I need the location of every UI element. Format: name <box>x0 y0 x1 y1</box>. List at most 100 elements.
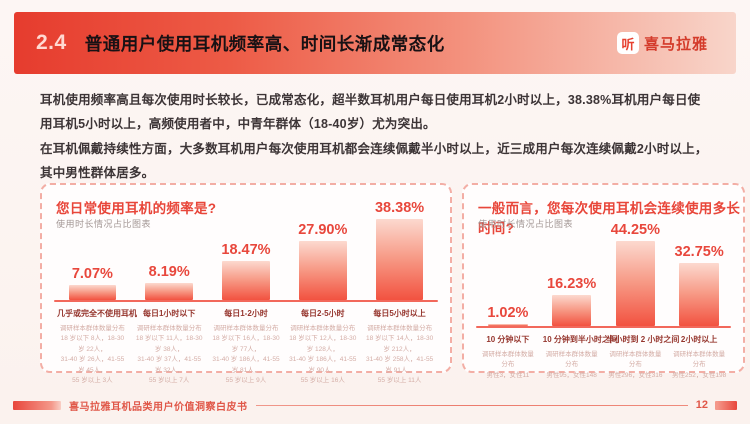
bar-label-column: 几乎或完全不使用耳机 调研样本群体数量分布 18 岁以下 8人，18-30 岁 22… <box>54 302 137 386</box>
category-label: 10 分钟到半小时之间 <box>542 335 618 344</box>
bar-value-label: 7.07% <box>71 266 113 283</box>
category-label: 每日5小时以上 <box>373 309 426 318</box>
bar-column: 8.19% <box>131 264 208 300</box>
bar <box>375 219 424 300</box>
chart-subtitle: 使用时长情况占比图表 <box>56 219 152 229</box>
bar-label-column: 每日1-2小时调研样本群体数量分布 18 岁以下 16人，18-30 岁 77人，… <box>208 302 285 386</box>
page-title: 普通用户使用耳机频率高、时间长渐成常态化 <box>84 33 445 54</box>
sample-note-header: 调研样本群体数量分布 <box>609 351 662 369</box>
bar-column: 1.02% <box>476 305 540 326</box>
bar-label-column: 10 分钟到半小时之间 调研样本群体数量分布 男性95，女性148 <box>540 328 618 381</box>
chart-panel-continuous-use: 1.02% 16.23% 44.25% 32.75% 10 分钟以下调研样本群体数量分… <box>462 183 745 379</box>
header-band: 2.4 普通用户使用耳机频率高、时间长渐成常态化 听 喜马拉雅 <box>14 12 736 74</box>
sample-note-header: 调研样本群体数量分布 <box>59 325 125 332</box>
category-label: 10 分钟以下 <box>486 335 530 344</box>
bar-column: 18.47% <box>208 242 285 300</box>
sample-note-line: 55 岁以上 9人 <box>225 376 267 384</box>
bar-label-column: 2小时以上调研样本群体数量分布男性252，女性198 <box>667 328 731 381</box>
bar-value-label: 1.02% <box>487 305 529 321</box>
sample-note-line: 男性95，女性148 <box>546 371 597 379</box>
sample-note-line: 18 岁以下 16人，18-30 岁 77人， <box>212 335 280 353</box>
sample-note-line: 55 岁以上 11人 <box>377 376 422 384</box>
category-label: 半小时到 2 小时之间 <box>606 335 680 344</box>
bar-column: 7.07% <box>54 266 131 300</box>
bar <box>615 241 656 326</box>
bar-label-column: 每日5小时以上 调研样本群体数量分布 18 岁以下 14人，18-30 岁 212人… <box>361 302 438 386</box>
brand-logo: 听 喜马拉雅 <box>616 12 708 74</box>
bar-column: 27.90% <box>284 222 361 300</box>
bar-label-column: 每日2-5小时调研样本群体数量分布 18 岁以下 12人，18-30 岁 128人… <box>284 302 361 386</box>
chart-panel-usage-frequency: 7.07% 8.19% 18.47% 27.90% 38.38% 几乎或完全不使用耳机调… <box>40 183 452 384</box>
bar-value-label: 32.75% <box>674 244 724 261</box>
bar-value-label: 44.25% <box>610 222 660 239</box>
listen-icon: 听 <box>616 32 639 54</box>
sample-note-header: 调研样本群体数量分布 <box>673 351 726 369</box>
bar-column: 44.25% <box>604 222 668 326</box>
sample-note-line: 男性252，女性198 <box>672 371 727 379</box>
bar <box>298 241 347 300</box>
section-number: 2.4 <box>36 31 67 54</box>
sample-note-header: 调研样本群体数量分布 <box>290 325 356 332</box>
sample-note-line: 31-40 岁 37人，41-55 岁 32人， <box>137 356 201 374</box>
bar-value-label: 38.38% <box>374 200 425 217</box>
bar <box>679 263 719 326</box>
chart-title: 您日常使用耳机的频率是? <box>56 201 217 216</box>
bar-column: 16.23% <box>540 276 604 326</box>
category-label: 每日1小时以下 <box>142 309 196 318</box>
labels-row: 10 分钟以下 调研样本群体数量分布 男性3，女性11 10 分钟到半小时之间 调研样本… <box>476 328 731 381</box>
brand-name: 喜马拉雅 <box>643 35 708 53</box>
chart-title: 一般而言，您每次使用耳机会连续使用多长时间? <box>478 201 741 236</box>
sample-note-line: 18 岁以下 14人，18-30 岁 212人， <box>365 335 434 353</box>
sample-note-line: 31-40 岁 186人，41-55 岁 90人， <box>289 356 357 374</box>
footer-accent-bar-left <box>13 400 61 410</box>
sample-note-line: 男性3，女性11 <box>486 371 530 379</box>
bar-value-label: 16.23% <box>547 275 597 292</box>
bar <box>488 324 528 326</box>
sample-note-line: 55 岁以上 3人 <box>72 376 113 384</box>
sample-note-line: 55 岁以上 7人 <box>148 376 190 384</box>
sample-note-header: 调研样本群体数量分布 <box>481 351 534 369</box>
bar-label-column: 10 分钟以下调研样本群体数量分布男性3，女性11 <box>476 328 540 381</box>
sample-note-line: 18 岁以下 12人，18-30 岁 128人， <box>289 335 357 353</box>
category-label: 几乎或完全不使用耳机 <box>57 309 137 318</box>
x-axis-line <box>476 326 731 328</box>
sample-note-line: 31-40 岁 258人，41-55 岁 91人， <box>365 356 434 374</box>
sample-note-line: 31-40 岁 186人，41-55 岁 81人， <box>212 356 280 374</box>
bar-chart-continuous-use: 1.02% 16.23% 44.25% 32.75% 10 分钟以下调研样本群体数量分… <box>476 222 731 381</box>
chart-subtitle: 使用时长情况占比图表 <box>478 219 574 229</box>
footer: 喜马拉雅耳机品类用户价值洞察白皮书 12 <box>0 398 750 413</box>
sample-note-header: 调研样本群体数量分布 <box>213 325 279 332</box>
bar-value-label: 8.19% <box>148 263 190 280</box>
bars-row: 7.07% 8.19% 18.47% 27.90% 38.38% <box>54 197 438 300</box>
bars-row: 1.02% 16.23% 44.25% 32.75% <box>476 222 731 326</box>
bar-column: 32.75% <box>667 244 731 326</box>
category-label: 2小时以上 <box>680 335 718 344</box>
sample-note-header: 调研样本群体数量分布 <box>367 325 433 332</box>
sample-note-line: 男性296，女性316 <box>608 371 663 379</box>
sample-note-header: 调研样本群体数量分布 <box>136 325 202 332</box>
sample-note-line: 18 岁以下 11人，18-30 岁 38人， <box>135 335 203 353</box>
page-number: 12 <box>695 399 708 411</box>
category-label: 每日1-2小时 <box>224 309 268 318</box>
footer-accent-bar-right <box>715 400 737 410</box>
bar <box>68 285 117 300</box>
category-label: 每日2-5小时 <box>301 309 345 318</box>
intro-text: 耳机使用频率高且每次使用时长较长，已成常态化，超半数耳机用户每日使用耳机2小时以… <box>40 88 712 186</box>
bar-chart-usage-frequency: 7.07% 8.19% 18.47% 27.90% 38.38% 几乎或完全不使用耳机调… <box>54 197 438 386</box>
bar-label-column: 半小时到 2 小时之间调研样本群体数量分布男性296，女性316 <box>604 328 680 381</box>
bar <box>551 294 592 326</box>
bar <box>145 282 193 300</box>
footer-divider-line <box>255 404 688 406</box>
bar-value-label: 18.47% <box>221 242 271 259</box>
x-axis-line <box>54 300 438 302</box>
sample-note-line: 55 岁以上 16人 <box>300 376 345 384</box>
labels-row: 几乎或完全不使用耳机 调研样本群体数量分布 18 岁以下 8人，18-30 岁 22… <box>54 302 438 386</box>
sample-note-line: 18 岁以下 8人，18-30 岁 22人， <box>60 335 125 353</box>
sample-note-line: 31-40 岁 26人，41-55 岁 45人， <box>60 356 125 374</box>
intro-paragraph-2: 在耳机佩戴持续性方面，大多数耳机用户每次使用耳机都会连续佩戴半小时以上，近三成用… <box>40 141 708 181</box>
footer-report-title: 喜马拉雅耳机品类用户价值洞察白皮书 <box>69 401 248 413</box>
bar <box>222 261 270 300</box>
bar-label-column: 每日1小时以下 调研样本群体数量分布 18 岁以下 11人，18-30 岁 38人，… <box>131 302 208 386</box>
bar-column: 38.38% <box>361 200 438 300</box>
